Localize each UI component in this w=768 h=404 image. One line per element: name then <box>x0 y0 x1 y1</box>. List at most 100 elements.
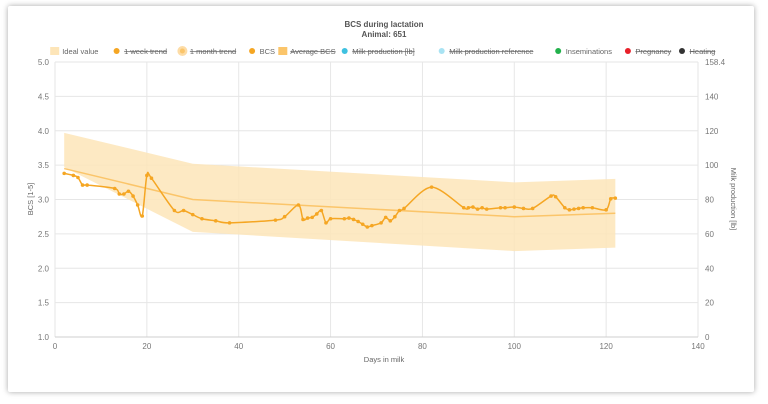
y-tick-label: 4.0 <box>38 127 50 136</box>
bcs-point <box>388 219 393 223</box>
y2-tick-label: 20 <box>705 299 714 308</box>
bcs-point <box>563 205 567 210</box>
bcs-point <box>62 171 66 176</box>
bcs-point <box>190 212 195 217</box>
legend-item-label[interactable]: 1 week trend <box>124 47 167 56</box>
bcs-point <box>466 205 471 210</box>
bcs-point <box>360 222 365 227</box>
bcs-point <box>498 205 503 210</box>
bcs-point <box>140 214 145 218</box>
bcs-point <box>273 218 278 222</box>
y2-tick-label: 158.4 <box>705 58 726 67</box>
bcs-point <box>200 216 204 221</box>
bcs-points <box>62 171 618 229</box>
bcs-point <box>365 225 370 229</box>
y-tick-label: 3.5 <box>38 161 50 170</box>
legend-marker <box>50 47 60 55</box>
ideal-value-band <box>64 132 616 252</box>
bcs-point <box>351 217 356 222</box>
bcs-point <box>172 208 177 213</box>
y-tick-label: 1.0 <box>38 333 50 342</box>
legend-marker <box>249 48 256 54</box>
y2-tick-label: 120 <box>705 127 719 136</box>
bcs-point <box>393 214 397 219</box>
bcs-point <box>227 221 232 225</box>
legend-item-label[interactable]: Inseminations <box>566 47 613 56</box>
bcs-point <box>576 206 581 211</box>
bcs-point <box>117 192 122 196</box>
bcs-point <box>131 194 135 198</box>
legend-marker <box>555 48 562 54</box>
bcs-point <box>471 205 475 209</box>
bcs-point <box>530 206 535 211</box>
bcs-point <box>613 196 618 200</box>
bcs-point <box>135 203 140 207</box>
bcs-point <box>567 208 572 212</box>
bcs-point <box>122 192 126 196</box>
chart-title: BCS during lactation <box>344 20 423 29</box>
bcs-point <box>347 216 351 220</box>
bcs-point <box>181 208 186 213</box>
legend-marker <box>624 48 631 54</box>
y2-tick-label: 140 <box>705 92 719 101</box>
bcs-point <box>356 219 360 224</box>
y2-axis-title: Milk production [lb] <box>729 168 738 231</box>
bcs-point <box>429 185 434 189</box>
legend-item-label[interactable]: 1 month trend <box>190 47 236 56</box>
bcs-point <box>342 216 347 221</box>
bcs-point <box>475 207 480 211</box>
bcs-point <box>282 214 287 219</box>
bcs-point <box>314 212 319 216</box>
bcs-point <box>379 221 383 225</box>
bcs-point <box>581 205 585 210</box>
y-tick-label: 2.0 <box>38 264 50 273</box>
legend-item-label[interactable]: Average BCS <box>290 47 335 56</box>
y-tick-label: 4.5 <box>38 92 50 101</box>
legend-item-label[interactable]: Ideal value <box>62 47 98 56</box>
y-tick-label: 1.5 <box>38 299 50 308</box>
y2-tick-label: 60 <box>705 230 714 239</box>
bcs-point <box>370 223 374 228</box>
legend-marker <box>438 48 445 54</box>
legend-item-label[interactable]: Milk production reference <box>449 47 533 56</box>
y2-tick-label: 0 <box>705 333 710 342</box>
bcs-point <box>397 208 402 213</box>
x-tick-label: 60 <box>326 342 335 351</box>
bcs-point <box>608 197 613 201</box>
bcs-point <box>71 173 76 178</box>
bcs-point <box>301 217 305 222</box>
legend-marker <box>278 47 288 55</box>
x-tick-label: 0 <box>53 342 58 351</box>
legend-item-label[interactable]: BCS <box>260 47 275 56</box>
chart-subtitle: Animal: 651 <box>362 30 407 39</box>
y2-tick-label: 80 <box>705 196 714 205</box>
x-tick-label: 140 <box>691 342 705 351</box>
legend-marker <box>113 48 120 54</box>
bcs-point <box>604 208 608 212</box>
bcs-point <box>76 175 80 180</box>
y2-tick-label: 40 <box>705 264 714 273</box>
legend-item-label[interactable]: Milk production [lb] <box>352 47 415 56</box>
bcs-point <box>402 206 406 211</box>
legend-item-label[interactable]: Heating <box>690 47 716 56</box>
x-tick-label: 40 <box>234 342 243 351</box>
bcs-point <box>461 205 466 210</box>
bcs-point <box>572 207 576 211</box>
ideal-value-line <box>64 167 616 218</box>
legend-marker-inner <box>179 48 185 54</box>
bcs-point <box>590 205 595 210</box>
bcs-point <box>553 194 558 199</box>
bcs-point <box>85 183 89 187</box>
y-axis-title: BCS [1-5] <box>26 183 35 216</box>
bcs-point <box>145 173 149 178</box>
x-tick-label: 100 <box>508 342 522 351</box>
legend-marker <box>341 48 348 54</box>
bcs-point <box>310 215 315 220</box>
bcs-point <box>149 176 154 180</box>
bcs-point <box>521 206 526 211</box>
bcs-point <box>480 205 484 210</box>
bcs-point <box>503 205 507 210</box>
legend-item-label[interactable]: Pregnancy <box>635 47 671 56</box>
x-axis-title: Days in milk <box>364 355 405 364</box>
